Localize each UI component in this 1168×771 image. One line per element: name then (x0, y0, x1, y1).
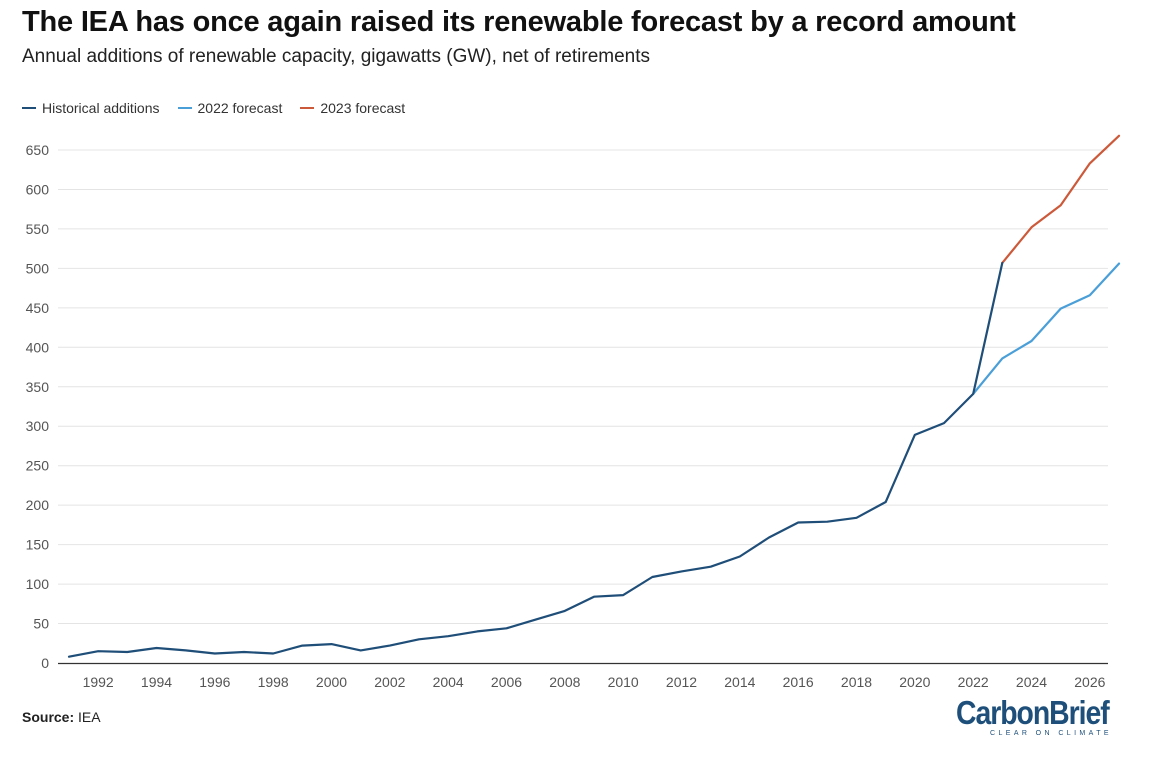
y-tick-label-400: 400 (26, 339, 50, 355)
logo-tagline: CLEAR ON CLIMATE (990, 730, 1112, 737)
y-tick-label-550: 550 (26, 221, 50, 237)
source-text: IEA (78, 709, 101, 725)
chart-title: The IEA has once again raised its renewa… (22, 6, 1016, 38)
logo-wordmark: CarbonBrief (956, 694, 1110, 731)
gridlines (58, 149, 1108, 625)
y-tick-label-450: 450 (26, 300, 50, 316)
x-tick-label-2006: 2006 (491, 674, 522, 690)
legend-label-2023-forecast: 2023 forecast (320, 100, 406, 116)
x-tick-label-2026: 2026 (1074, 674, 1105, 690)
legend-label-2022-forecast: 2022 forecast (197, 100, 283, 116)
source-note: Source: IEA (22, 709, 101, 725)
line-chart: 050100150200250300350400450500550600650 … (26, 134, 1121, 690)
x-tick-label-2010: 2010 (608, 674, 639, 690)
y-tick-label-100: 100 (26, 576, 50, 592)
source-label: Source: (22, 709, 75, 725)
x-tick-label-2014: 2014 (724, 674, 755, 690)
legend-swatch-historical (22, 107, 36, 109)
series-line-2023-forecast (1001, 134, 1121, 264)
legend-item-historical: Historical additions (22, 100, 160, 116)
legend-item-2022-forecast: 2022 forecast (177, 100, 283, 116)
y-tick-label-650: 650 (26, 142, 50, 158)
series-line-historical-additions (67, 261, 1004, 658)
x-axis: 1992 1994 1996 1998 2000 2002 2004 2006 2008 2010… (58, 662, 1108, 690)
x-tick-label-2018: 2018 (841, 674, 872, 690)
x-tick-label-1994: 1994 (141, 674, 172, 690)
x-tick-label-1992: 1992 (83, 674, 114, 690)
y-tick-label-250: 250 (26, 458, 50, 474)
x-tick-label-2020: 2020 (899, 674, 930, 690)
chart-legend: Historical additions 2022 forecast 2023 … (22, 100, 405, 116)
x-tick-label-2012: 2012 (666, 674, 697, 690)
x-tick-label-2008: 2008 (549, 674, 580, 690)
x-tick-label-1996: 1996 (199, 674, 230, 690)
legend-item-2023-forecast: 2023 forecast (300, 100, 405, 116)
y-tick-label-0: 0 (41, 655, 49, 671)
y-tick-label-600: 600 (26, 181, 50, 197)
chart-subtitle: Annual additions of renewable capacity, … (22, 46, 651, 67)
y-tick-label-500: 500 (26, 260, 50, 276)
x-tick-label-1998: 1998 (258, 674, 289, 690)
x-tick-label-2000: 2000 (316, 674, 347, 690)
x-tick-label-2002: 2002 (374, 674, 405, 690)
series-lines (67, 134, 1121, 658)
x-tick-label-2022: 2022 (958, 674, 989, 690)
series-line-2022-forecast (972, 262, 1121, 395)
legend-swatch-2022-forecast (177, 107, 192, 109)
y-tick-label-350: 350 (26, 379, 50, 395)
y-tick-label-300: 300 (26, 418, 50, 434)
y-axis: 0 50 100 150 200 250 300 350 400 450 500 550 600 650 (26, 142, 50, 671)
y-tick-label-50: 50 (33, 616, 49, 632)
x-tick-label-2004: 2004 (433, 674, 464, 690)
x-tick-label-2024: 2024 (1016, 674, 1047, 690)
y-tick-label-200: 200 (26, 497, 50, 513)
legend-label-historical: Historical additions (42, 100, 160, 116)
carbonbrief-logo: CarbonBrief CLEAR ON CLIMATE (956, 694, 1116, 738)
y-tick-label-150: 150 (26, 537, 50, 553)
legend-swatch-2023-forecast (300, 107, 315, 109)
x-tick-label-2016: 2016 (783, 674, 814, 690)
